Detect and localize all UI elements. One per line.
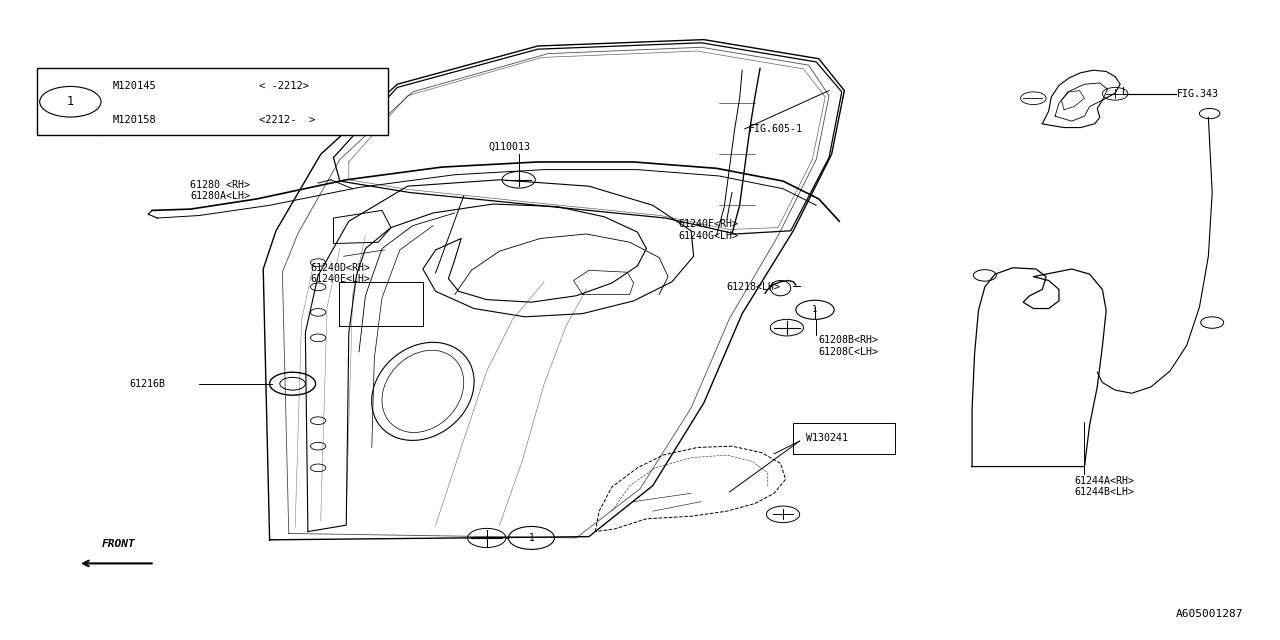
Text: A605001287: A605001287 <box>1175 609 1243 620</box>
Text: 1: 1 <box>813 305 818 314</box>
Text: 61218<LH>: 61218<LH> <box>727 282 781 292</box>
Bar <box>37 68 388 135</box>
Text: FIG.605-1: FIG.605-1 <box>749 124 803 134</box>
Text: 61240F<RH>: 61240F<RH> <box>678 220 739 229</box>
Text: FIG.343: FIG.343 <box>1176 89 1219 99</box>
Text: 61280 <RH>: 61280 <RH> <box>191 180 251 190</box>
Text: 61240D<RH>: 61240D<RH> <box>311 263 370 273</box>
Text: Q110013: Q110013 <box>489 141 531 152</box>
Text: 61240E<LH>: 61240E<LH> <box>311 274 370 284</box>
Text: 61208B<RH>: 61208B<RH> <box>819 335 879 346</box>
Text: 61240G<LH>: 61240G<LH> <box>678 231 739 241</box>
Text: 61280A<LH>: 61280A<LH> <box>191 191 251 202</box>
Text: 61216B: 61216B <box>129 379 165 388</box>
Text: 61244B<LH>: 61244B<LH> <box>1074 487 1134 497</box>
Text: <2212-  >: <2212- > <box>260 115 316 125</box>
Text: 61208C<LH>: 61208C<LH> <box>819 347 879 357</box>
Text: FRONT: FRONT <box>102 540 136 549</box>
Text: < -2212>: < -2212> <box>260 81 310 92</box>
Text: 1: 1 <box>529 533 534 543</box>
Text: 61244A<RH>: 61244A<RH> <box>1074 476 1134 486</box>
Text: M120145: M120145 <box>113 81 156 92</box>
Text: 1: 1 <box>67 95 74 108</box>
Text: M120158: M120158 <box>113 115 156 125</box>
Text: W130241: W130241 <box>806 433 849 443</box>
